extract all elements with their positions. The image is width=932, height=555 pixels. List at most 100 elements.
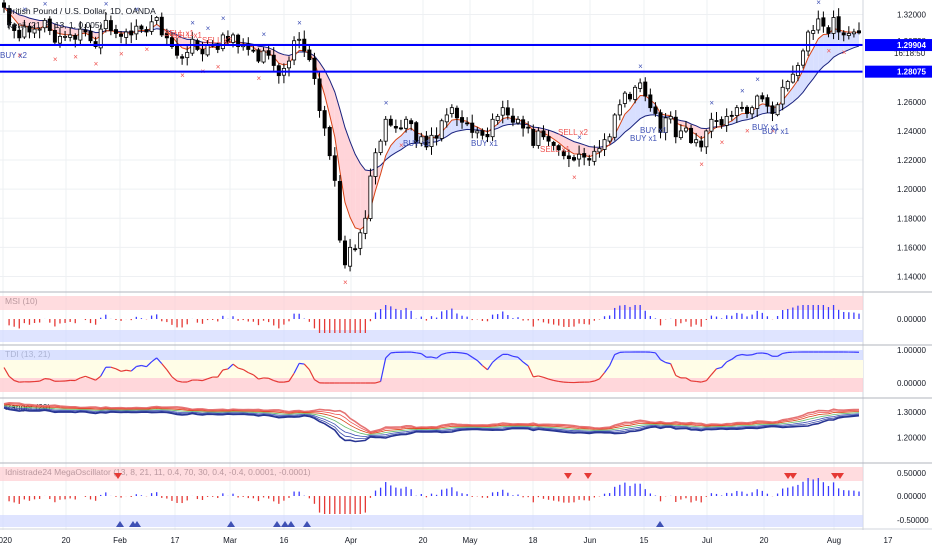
candle-body[interactable]: [613, 115, 616, 137]
candle-body[interactable]: [410, 121, 413, 124]
candle-body[interactable]: [745, 107, 748, 113]
candle-body[interactable]: [445, 115, 448, 122]
candle-body[interactable]: [532, 129, 535, 145]
candle-body[interactable]: [109, 21, 112, 31]
candle-body[interactable]: [338, 181, 341, 240]
candle-body[interactable]: [119, 34, 122, 36]
candle-body[interactable]: [135, 26, 138, 34]
candle-body[interactable]: [140, 26, 143, 29]
candle-body[interactable]: [730, 115, 733, 116]
candle-body[interactable]: [160, 17, 163, 35]
candle-body[interactable]: [389, 119, 392, 125]
candle-body[interactable]: [359, 233, 362, 249]
candle-body[interactable]: [720, 120, 723, 126]
candle-body[interactable]: [384, 119, 387, 141]
candle-body[interactable]: [537, 131, 540, 146]
candle-body[interactable]: [781, 87, 784, 104]
candle-body[interactable]: [852, 32, 855, 34]
candle-body[interactable]: [608, 137, 611, 141]
candle-body[interactable]: [679, 131, 682, 138]
candle-body[interactable]: [476, 131, 479, 133]
candle-body[interactable]: [786, 81, 789, 88]
candle-body[interactable]: [817, 19, 820, 30]
candle-body[interactable]: [308, 50, 311, 60]
candle-body[interactable]: [292, 41, 295, 60]
candle-body[interactable]: [145, 30, 148, 32]
candle-body[interactable]: [618, 105, 621, 115]
candle-body[interactable]: [125, 32, 128, 37]
candle-body[interactable]: [822, 18, 825, 26]
candle-body[interactable]: [766, 98, 769, 107]
candle-body[interactable]: [399, 128, 402, 129]
candle-body[interactable]: [857, 31, 860, 33]
candle-body[interactable]: [705, 131, 708, 147]
candle-body[interactable]: [628, 94, 631, 99]
candle-body[interactable]: [735, 108, 738, 116]
candle-body[interactable]: [333, 156, 336, 181]
candle-body[interactable]: [674, 117, 677, 137]
candle-body[interactable]: [654, 107, 657, 114]
candle-body[interactable]: [84, 30, 87, 32]
candle-body[interactable]: [522, 120, 525, 128]
candle-body[interactable]: [542, 131, 545, 137]
candle-body[interactable]: [583, 153, 586, 157]
candle-body[interactable]: [689, 128, 692, 142]
candle-body[interactable]: [435, 136, 438, 139]
candle-body[interactable]: [832, 17, 835, 33]
candle-body[interactable]: [491, 119, 494, 136]
candle-body[interactable]: [175, 46, 178, 56]
candle-body[interactable]: [130, 31, 133, 35]
candle-body[interactable]: [837, 17, 840, 32]
candle-body[interactable]: [547, 137, 550, 142]
candle-body[interactable]: [791, 74, 794, 82]
candle-body[interactable]: [404, 119, 407, 128]
candle-body[interactable]: [58, 36, 61, 43]
candle-body[interactable]: [796, 65, 799, 75]
candle-body[interactable]: [150, 22, 153, 32]
candle-body[interactable]: [527, 127, 530, 128]
candle-body[interactable]: [756, 96, 759, 108]
candle-body[interactable]: [186, 52, 189, 57]
candle-body[interactable]: [455, 108, 458, 118]
candle-body[interactable]: [695, 140, 698, 143]
candle-body[interactable]: [567, 156, 570, 159]
candle-body[interactable]: [440, 121, 443, 139]
candle-body[interactable]: [267, 51, 270, 56]
candle-body[interactable]: [63, 36, 66, 37]
candle-body[interactable]: [471, 123, 474, 132]
candle-body[interactable]: [181, 57, 184, 59]
candle-body[interactable]: [481, 131, 484, 136]
candle-body[interactable]: [18, 30, 21, 38]
candle-body[interactable]: [516, 119, 519, 123]
candle-body[interactable]: [776, 105, 779, 115]
candle-body[interactable]: [812, 31, 815, 34]
candle-body[interactable]: [572, 158, 575, 161]
candle-body[interactable]: [298, 39, 301, 40]
candle-body[interactable]: [155, 17, 158, 20]
candle-body[interactable]: [287, 61, 290, 68]
main-indicator-label[interactable]: Kenji (21, 8, 13, 1, 0.005): [7, 20, 103, 30]
candle-body[interactable]: [466, 123, 469, 124]
candle-body[interactable]: [644, 82, 647, 96]
candle-body[interactable]: [364, 218, 367, 233]
candle-body[interactable]: [807, 32, 810, 51]
candle-body[interactable]: [104, 20, 107, 28]
candle-body[interactable]: [257, 50, 260, 61]
candle-body[interactable]: [771, 106, 774, 114]
candle-body[interactable]: [751, 108, 754, 114]
candle-body[interactable]: [354, 249, 357, 250]
candle-body[interactable]: [669, 116, 672, 119]
candle-body[interactable]: [313, 58, 316, 78]
candle-body[interactable]: [577, 154, 580, 159]
candle-body[interactable]: [633, 87, 636, 99]
candle-body[interactable]: [369, 176, 372, 218]
candle-body[interactable]: [323, 111, 326, 128]
candle-body[interactable]: [710, 119, 713, 131]
candle-body[interactable]: [761, 96, 764, 99]
candle-body[interactable]: [725, 116, 728, 125]
candle-body[interactable]: [2, 3, 5, 7]
candle-body[interactable]: [847, 33, 850, 35]
candle-body[interactable]: [53, 30, 56, 42]
candle-body[interactable]: [69, 35, 72, 37]
candle-body[interactable]: [588, 159, 591, 161]
